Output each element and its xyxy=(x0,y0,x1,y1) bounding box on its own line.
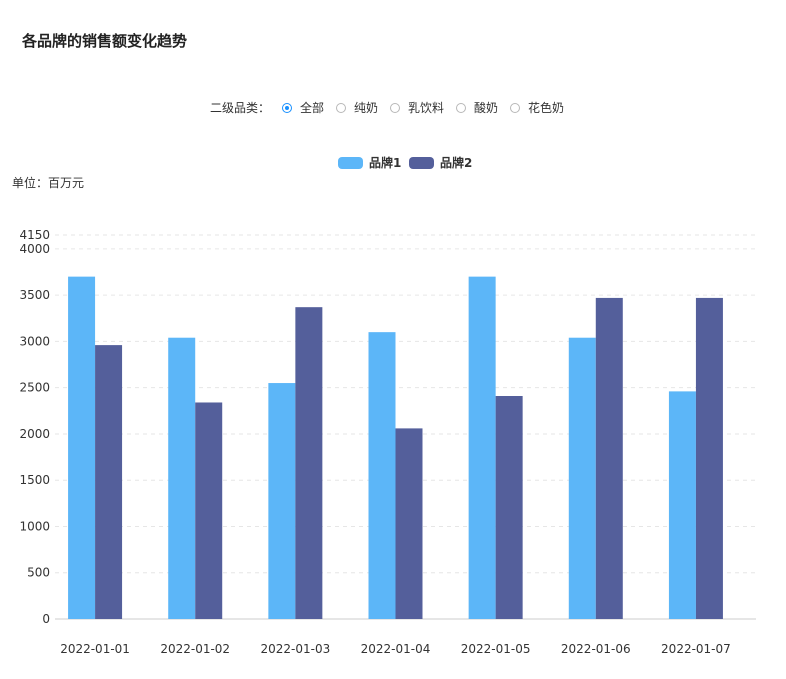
filter-option-label: 纯奶 xyxy=(353,101,378,115)
bar-series1 xyxy=(168,337,196,619)
radio-icon[interactable] xyxy=(390,102,400,113)
y-tick-label: 1000 xyxy=(19,519,50,533)
y-tick-label: 500 xyxy=(27,566,50,580)
x-tick-label: 2022-01-07 xyxy=(661,642,731,656)
filter-option-1[interactable]: 纯奶 xyxy=(335,99,378,116)
x-tick-label: 2022-01-03 xyxy=(260,642,330,656)
radio-icon[interactable] xyxy=(335,102,346,113)
filter-option-label: 全部 xyxy=(299,101,324,115)
bar-series1 xyxy=(68,276,96,619)
bar-series2 xyxy=(595,297,623,619)
bar-series1 xyxy=(368,332,396,619)
legend-label-series2: 品牌2 xyxy=(440,155,472,170)
legend-label-series1: 品牌1 xyxy=(369,155,401,170)
bar-series1 xyxy=(468,276,496,619)
bar-series1 xyxy=(668,391,696,619)
y-tick-label: 1500 xyxy=(19,473,50,487)
radio-icon[interactable] xyxy=(510,102,521,113)
filter-option-2[interactable]: 乳饮料 xyxy=(390,99,444,116)
filter-option-3[interactable]: 酸奶 xyxy=(456,99,498,116)
filter-options: 全部 纯奶 乳饮料 酸奶 花色奶 xyxy=(281,99,576,116)
x-tick-label: 2022-01-05 xyxy=(461,642,531,656)
unit-label: 单位：百万元 xyxy=(12,176,85,190)
filter-option-0[interactable]: 全部 xyxy=(281,99,324,116)
y-tick-label: 2000 xyxy=(19,427,50,441)
filter-label: 二级品类： xyxy=(209,101,270,115)
x-tick-label: 2022-01-06 xyxy=(561,642,631,656)
category-filter: 二级品类： 全部 纯奶 乳饮料 酸奶 花色奶 xyxy=(0,99,786,116)
bar-series2 xyxy=(695,297,723,619)
bar-series2 xyxy=(495,396,523,619)
radio-icon[interactable] xyxy=(456,102,467,113)
y-tick-label: 4150 xyxy=(19,228,50,242)
y-tick-label: 3500 xyxy=(19,288,50,302)
bar-series1 xyxy=(568,337,596,619)
x-tick-label: 2022-01-04 xyxy=(361,642,431,656)
legend-swatch-series1 xyxy=(338,157,363,169)
bar-series2 xyxy=(295,307,323,619)
x-tick-label: 2022-01-01 xyxy=(60,642,130,656)
radio-icon[interactable] xyxy=(281,102,292,113)
x-tick-label: 2022-01-02 xyxy=(160,642,230,656)
bar-series2 xyxy=(95,345,123,619)
y-tick-label: 3000 xyxy=(19,334,50,348)
legend-swatch-series2 xyxy=(409,157,434,169)
bar-series1 xyxy=(268,383,296,619)
filter-option-label: 酸奶 xyxy=(474,101,499,115)
chart-title: 各品牌的销售额变化趋势 xyxy=(22,32,188,50)
bar-series2 xyxy=(395,428,423,619)
y-tick-label: 4000 xyxy=(19,242,50,256)
filter-option-label: 花色奶 xyxy=(528,101,565,115)
filter-option-label: 乳饮料 xyxy=(408,101,445,115)
y-tick-label: 0 xyxy=(42,612,50,626)
bar-series2 xyxy=(195,402,223,619)
y-tick-label: 2500 xyxy=(19,381,50,395)
filter-option-4[interactable]: 花色奶 xyxy=(510,99,564,116)
